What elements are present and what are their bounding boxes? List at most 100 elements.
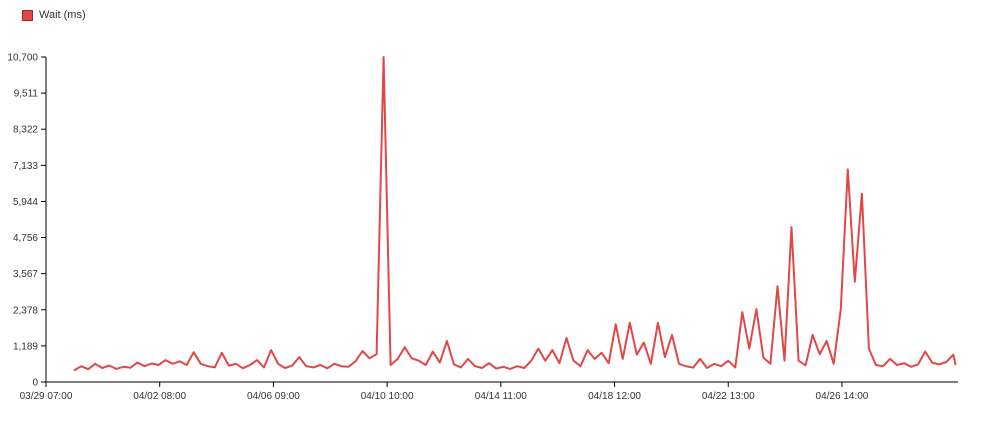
data-point[interactable] bbox=[536, 347, 540, 351]
data-point[interactable] bbox=[579, 364, 583, 368]
data-point[interactable] bbox=[747, 347, 751, 351]
data-point[interactable] bbox=[881, 364, 885, 368]
data-point[interactable] bbox=[361, 349, 365, 353]
data-point[interactable] bbox=[494, 367, 498, 371]
data-point[interactable] bbox=[550, 348, 554, 352]
data-point[interactable] bbox=[557, 361, 561, 365]
data-point[interactable] bbox=[930, 361, 934, 365]
data-point[interactable] bbox=[178, 359, 182, 363]
data-point[interactable] bbox=[157, 363, 161, 367]
data-point[interactable] bbox=[353, 359, 357, 363]
data-point[interactable] bbox=[832, 362, 836, 366]
data-point[interactable] bbox=[79, 364, 83, 368]
data-point[interactable] bbox=[853, 280, 857, 284]
data-point[interactable] bbox=[543, 359, 547, 363]
data-point[interactable] bbox=[164, 358, 168, 362]
data-point[interactable] bbox=[804, 363, 808, 367]
data-point[interactable] bbox=[424, 363, 428, 367]
data-point[interactable] bbox=[600, 351, 604, 355]
data-point[interactable] bbox=[248, 363, 252, 367]
data-point[interactable] bbox=[473, 364, 477, 368]
data-point[interactable] bbox=[206, 364, 210, 368]
data-point[interactable] bbox=[107, 364, 111, 368]
data-point[interactable] bbox=[691, 366, 695, 370]
data-point[interactable] bbox=[403, 345, 407, 349]
data-point[interactable] bbox=[396, 357, 400, 361]
data-point[interactable] bbox=[818, 352, 822, 356]
data-point[interactable] bbox=[761, 356, 765, 360]
data-point[interactable] bbox=[213, 365, 217, 369]
data-point[interactable] bbox=[452, 362, 456, 366]
data-point[interactable] bbox=[86, 367, 90, 371]
data-point[interactable] bbox=[733, 365, 737, 369]
data-point[interactable] bbox=[438, 361, 442, 365]
data-point[interactable] bbox=[874, 363, 878, 367]
data-point[interactable] bbox=[346, 365, 350, 369]
data-point[interactable] bbox=[754, 307, 758, 311]
data-point[interactable] bbox=[93, 362, 97, 366]
data-point[interactable] bbox=[719, 364, 723, 368]
data-point[interactable] bbox=[128, 366, 132, 370]
data-point[interactable] bbox=[783, 359, 787, 363]
data-point[interactable] bbox=[389, 363, 393, 367]
data-point[interactable] bbox=[677, 362, 681, 366]
data-point[interactable] bbox=[262, 365, 266, 369]
data-point[interactable] bbox=[220, 351, 224, 355]
data-point[interactable] bbox=[811, 333, 815, 337]
data-point[interactable] bbox=[586, 348, 590, 352]
data-point[interactable] bbox=[740, 310, 744, 314]
data-point[interactable] bbox=[375, 352, 379, 356]
data-point[interactable] bbox=[888, 357, 892, 361]
data-point[interactable] bbox=[712, 362, 716, 366]
data-point[interactable] bbox=[480, 366, 484, 370]
data-point[interactable] bbox=[621, 357, 625, 361]
data-point[interactable] bbox=[142, 364, 146, 368]
data-point[interactable] bbox=[902, 361, 906, 365]
data-point[interactable] bbox=[951, 353, 955, 357]
data-point[interactable] bbox=[114, 367, 118, 371]
data-point[interactable] bbox=[768, 362, 772, 366]
data-point[interactable] bbox=[508, 367, 512, 371]
data-point[interactable] bbox=[150, 361, 154, 365]
data-point[interactable] bbox=[825, 339, 829, 343]
data-point[interactable] bbox=[283, 366, 287, 370]
data-point[interactable] bbox=[171, 362, 175, 366]
data-point[interactable] bbox=[459, 365, 463, 369]
data-point[interactable] bbox=[698, 357, 702, 361]
data-point[interactable] bbox=[501, 365, 505, 369]
legend[interactable]: Wait (ms) bbox=[22, 9, 86, 21]
data-point[interactable] bbox=[255, 358, 259, 362]
data-point[interactable] bbox=[185, 363, 189, 367]
data-point[interactable] bbox=[417, 359, 421, 363]
data-point[interactable] bbox=[944, 360, 948, 364]
data-point[interactable] bbox=[846, 167, 850, 171]
data-point[interactable] bbox=[325, 366, 329, 370]
data-point[interactable] bbox=[304, 364, 308, 368]
data-point[interactable] bbox=[642, 341, 646, 345]
data-point[interactable] bbox=[797, 359, 801, 363]
data-point[interactable] bbox=[909, 365, 913, 369]
data-point[interactable] bbox=[614, 322, 618, 326]
data-point[interactable] bbox=[431, 350, 435, 354]
data-point[interactable] bbox=[339, 364, 343, 368]
data-point[interactable] bbox=[923, 350, 927, 354]
data-point[interactable] bbox=[937, 362, 941, 366]
data-point[interactable] bbox=[790, 225, 794, 229]
data-point[interactable] bbox=[572, 359, 576, 363]
data-point[interactable] bbox=[649, 362, 653, 366]
data-point[interactable] bbox=[332, 362, 336, 366]
data-point[interactable] bbox=[895, 363, 899, 367]
data-point[interactable] bbox=[705, 366, 709, 370]
data-point[interactable] bbox=[227, 364, 231, 368]
data-point[interactable] bbox=[192, 350, 196, 354]
data-point[interactable] bbox=[635, 353, 639, 357]
data-point[interactable] bbox=[726, 359, 730, 363]
data-point[interactable] bbox=[775, 284, 779, 288]
data-point[interactable] bbox=[466, 357, 470, 361]
data-point[interactable] bbox=[522, 366, 526, 370]
data-point[interactable] bbox=[515, 364, 519, 368]
data-point[interactable] bbox=[529, 359, 533, 363]
data-point[interactable] bbox=[916, 362, 920, 366]
data-point[interactable] bbox=[656, 321, 660, 325]
data-point[interactable] bbox=[628, 321, 632, 325]
